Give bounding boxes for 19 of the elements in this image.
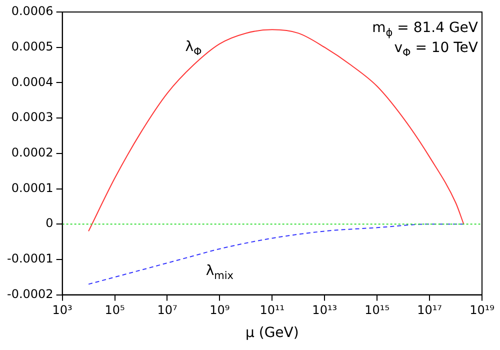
y-tick-label: -0.0002 xyxy=(6,286,54,301)
y-tick-label: 0.0001 xyxy=(11,180,54,195)
x-tick-label: 10⁵ xyxy=(104,303,125,318)
y-tick-label: 0.0004 xyxy=(11,74,54,89)
y-tick-label: 0.0005 xyxy=(11,39,54,54)
y-tick-label: 0.0006 xyxy=(11,4,54,18)
x-tick-label: 10¹⁵ xyxy=(364,303,390,318)
x-tick-label: 10¹⁹ xyxy=(470,303,495,318)
x-tick-label: 10⁷ xyxy=(157,303,178,318)
y-tick-label: 0.0002 xyxy=(11,146,54,160)
y-tick-label: 0 xyxy=(46,216,54,230)
x-tick-label: 10¹³ xyxy=(312,303,338,318)
x-tick-label: 10¹¹ xyxy=(260,303,285,318)
x-tick-label: 10³ xyxy=(52,303,73,318)
x-axis-title: μ (GeV) xyxy=(245,325,299,342)
x-tick-label: 10⁹ xyxy=(210,303,230,318)
y-tick-label: 0.0003 xyxy=(11,110,54,124)
x-tick-label: 10¹⁷ xyxy=(417,303,442,318)
y-tick-label: -0.0001 xyxy=(6,252,54,266)
